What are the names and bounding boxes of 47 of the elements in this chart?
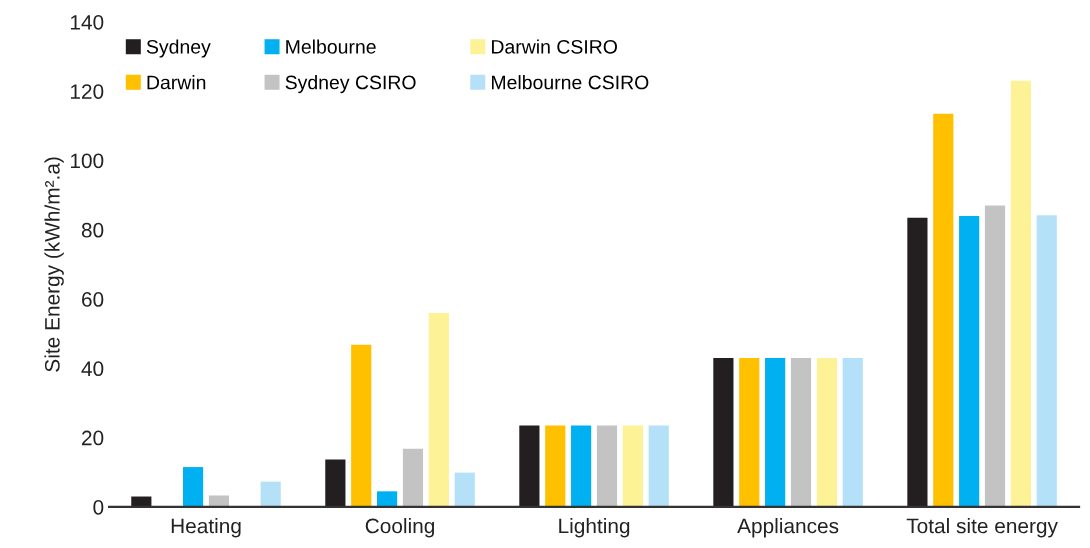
bar	[622, 425, 643, 507]
legend-label: Darwin CSIRO	[492, 39, 617, 54]
bar	[519, 425, 540, 507]
bar	[351, 344, 372, 507]
bar	[790, 357, 812, 507]
bar	[545, 425, 566, 507]
y-tick-label: 140	[70, 14, 104, 30]
y-tick-label: 120	[70, 84, 104, 99]
legend-label: Melbourne CSIRO	[492, 75, 649, 90]
bar	[1010, 80, 1031, 507]
y-tick-label: 100	[70, 153, 104, 169]
bar	[984, 205, 1006, 507]
bar	[1036, 215, 1057, 507]
bar	[454, 472, 475, 507]
bar	[842, 357, 863, 507]
bar	[402, 448, 424, 507]
x-tick-label: Total site energy	[906, 518, 1058, 538]
y-tick-label: 40	[81, 361, 104, 377]
x-tick-label: Lighting	[559, 518, 630, 538]
bar	[933, 113, 954, 507]
x-tick-label: Appliances	[737, 518, 839, 538]
bar	[428, 312, 449, 507]
y-tick-label: 80	[81, 222, 104, 238]
bar	[325, 459, 346, 507]
bar	[596, 425, 618, 507]
legend-label: Sydney	[146, 39, 211, 58]
x-tick-label: Heating	[171, 518, 241, 538]
bar	[182, 467, 204, 507]
bar	[765, 357, 786, 507]
bar	[907, 217, 928, 507]
x-tick-label: Cooling	[365, 518, 435, 538]
y-tick-label: 60	[82, 292, 104, 307]
legend-label: Melbourne	[286, 39, 376, 54]
bar	[739, 357, 760, 507]
bar	[959, 215, 980, 507]
bar	[648, 425, 669, 507]
bar	[208, 495, 230, 507]
y-tick-label: 0	[93, 499, 104, 515]
y-tick-label: 20	[82, 430, 104, 446]
bar	[816, 357, 837, 507]
bar	[571, 425, 592, 507]
bar	[377, 491, 398, 507]
bar	[260, 481, 281, 507]
legend-label: Sydney CSIRO	[285, 75, 416, 94]
legend-label: Darwin	[147, 75, 206, 90]
bar	[713, 357, 734, 507]
y-axis-title: Site Energy (kWh/m².a)	[44, 157, 64, 372]
